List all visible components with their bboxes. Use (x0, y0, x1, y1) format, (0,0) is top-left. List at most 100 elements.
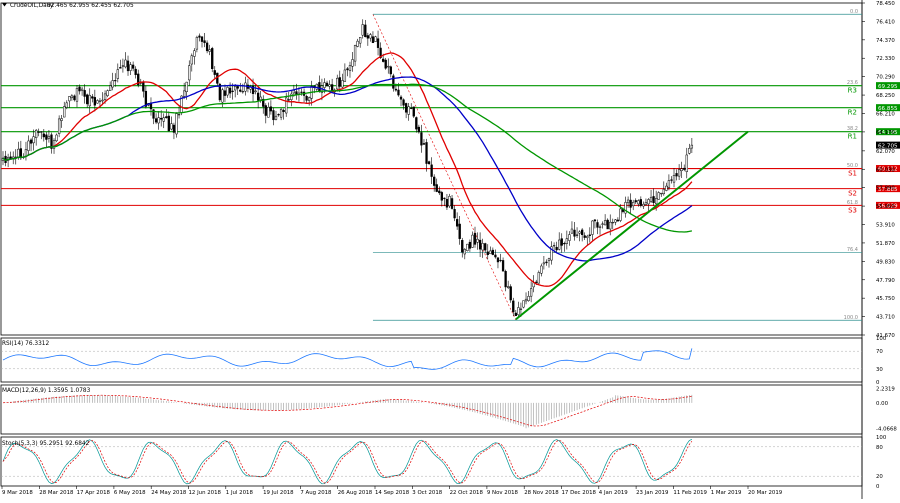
candle (262, 95, 265, 114)
candle (274, 110, 278, 121)
y-tick-label: 41.670 (876, 333, 895, 339)
candle (188, 60, 191, 86)
x-tick-label: 26 Aug 2018 (338, 490, 373, 496)
candle (387, 58, 390, 74)
candle (443, 197, 446, 207)
candle (476, 232, 479, 250)
candle (417, 124, 421, 134)
candle (205, 40, 209, 54)
candle (501, 257, 505, 272)
candle (137, 69, 140, 88)
candle (499, 253, 502, 263)
stoch-tick-label: 0 (876, 484, 880, 490)
level-tag-box (876, 165, 900, 173)
candle (75, 84, 79, 108)
level-tag-text: 60.112 (878, 167, 898, 173)
candle (563, 241, 566, 252)
rsi-label: RSI(14) 76.3312 (2, 341, 49, 347)
candle (203, 32, 206, 48)
candle (596, 219, 599, 235)
candle (277, 113, 280, 117)
level-label: S3 (848, 206, 857, 214)
x-tick-label: 7 Aug 2018 (300, 490, 332, 496)
candle (287, 91, 290, 103)
candle (55, 133, 58, 143)
macd-panel-frame (0, 384, 863, 435)
candle (481, 238, 484, 258)
candle (109, 81, 112, 91)
candle (504, 269, 507, 292)
candle (593, 218, 597, 229)
candle (154, 113, 158, 125)
level-label: S1 (848, 170, 857, 178)
candle (246, 78, 250, 93)
candle (558, 232, 561, 251)
chart-symbol: CrudeOIL,Daily (10, 3, 54, 9)
candle (170, 116, 173, 131)
candle (440, 190, 443, 207)
candle (83, 84, 86, 104)
rsi-tick-label: 70 (876, 349, 883, 355)
candle (642, 201, 645, 210)
rsi-tick-label: 100 (876, 336, 887, 342)
candle (466, 243, 469, 252)
candle (629, 193, 632, 214)
x-tick-label: 1 Jul 2018 (226, 490, 254, 496)
candle (374, 35, 377, 42)
candle (236, 85, 239, 95)
x-tick-label: 6 May 2018 (114, 490, 146, 496)
x-tick-label: 11 Feb 2019 (673, 490, 707, 496)
candle (353, 44, 357, 67)
candle (675, 169, 678, 181)
level-tag-text: 66.855 (878, 106, 898, 112)
candle (455, 212, 459, 230)
candle (670, 176, 673, 184)
candle (308, 96, 311, 106)
candle (73, 94, 76, 102)
candle (213, 66, 216, 80)
candle (60, 115, 63, 128)
candle (65, 100, 68, 110)
candle (407, 103, 410, 121)
candle (606, 218, 609, 230)
candle (267, 102, 270, 118)
candle (223, 84, 227, 103)
candle (254, 83, 257, 95)
candle (305, 94, 308, 104)
candle (160, 110, 163, 127)
candle (149, 97, 153, 116)
candle (685, 147, 688, 179)
candle (672, 168, 676, 188)
x-tick-label: 20 Mar 2019 (748, 490, 783, 496)
trendline[interactable] (515, 130, 749, 321)
y-tick-label: 70.290 (876, 75, 895, 81)
candle (351, 52, 354, 72)
candle (119, 59, 122, 69)
candle (234, 84, 237, 98)
candle (101, 92, 104, 106)
dropdown-arrow-icon[interactable] (2, 3, 7, 7)
candle (371, 31, 375, 44)
candle (677, 164, 681, 181)
moving-average-line (2, 83, 693, 233)
candle (616, 217, 620, 222)
candle (279, 108, 283, 121)
y-tick-label: 60.030 (876, 167, 895, 173)
x-tick-label: 28 Nov 2018 (524, 490, 559, 496)
candle (359, 37, 362, 48)
candle (496, 257, 500, 269)
x-tick-label: 14 Sep 2018 (375, 490, 410, 496)
candle (438, 186, 441, 196)
fibonacci-marker: 100.0 (844, 315, 858, 321)
candle (86, 93, 89, 108)
candle (660, 192, 663, 197)
candle (468, 239, 472, 252)
candle (376, 30, 380, 56)
level-tag-box (876, 185, 900, 193)
candle (550, 241, 553, 265)
candle (647, 198, 650, 212)
y-tick-label: 72.330 (876, 56, 895, 62)
candle (361, 19, 364, 39)
level-tag-text: 57.885 (878, 187, 898, 193)
chart-ohlc: 62.465 62.955 62.455 62.705 (47, 3, 134, 9)
